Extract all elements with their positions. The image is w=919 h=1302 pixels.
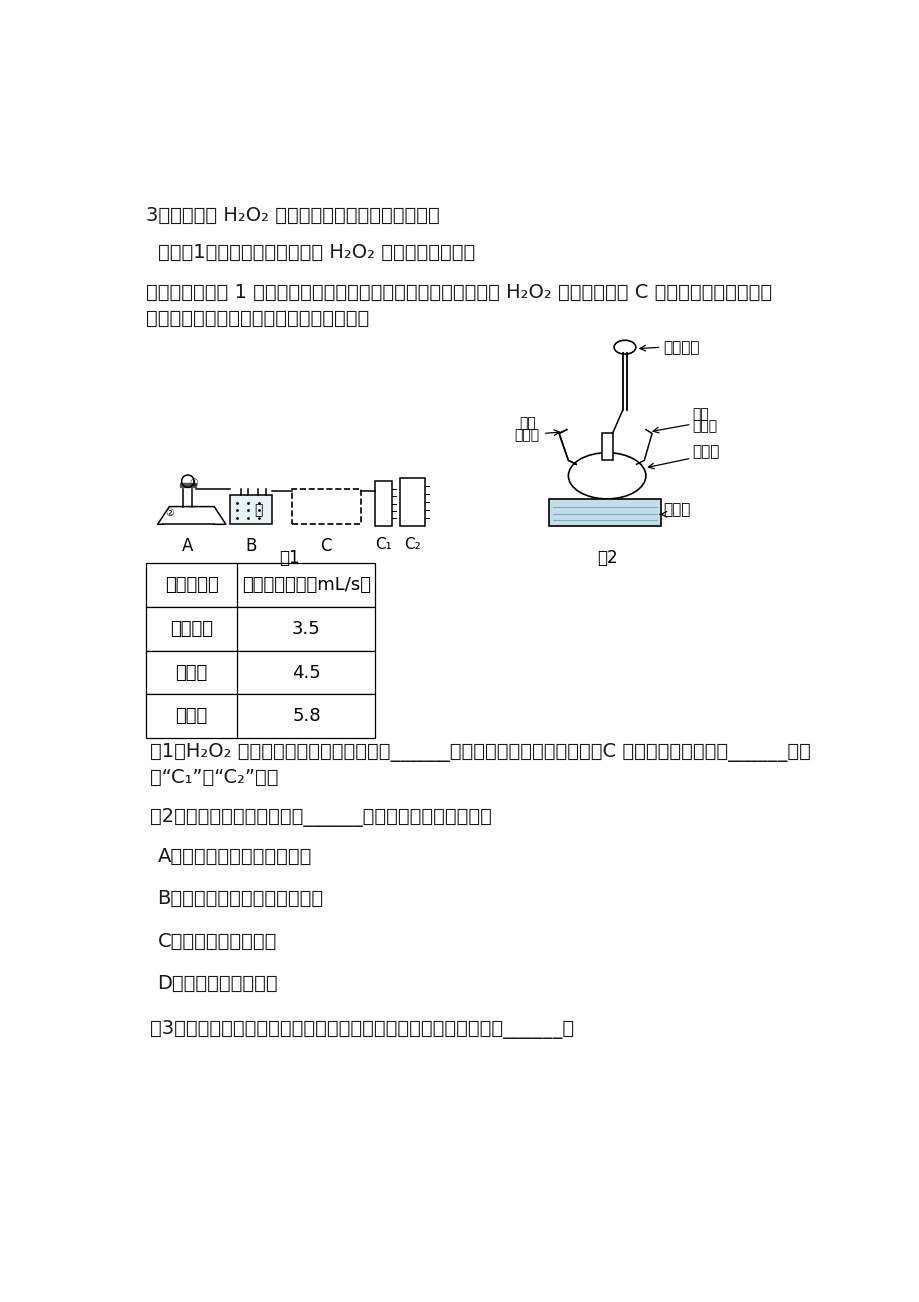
- Text: ①: ①: [188, 478, 198, 488]
- Bar: [400, 478, 425, 526]
- Text: 并测量相关数据，经计算后的数据如下表：: 并测量相关数据，经计算后的数据如下表：: [146, 309, 369, 328]
- Text: 水: 水: [254, 504, 262, 517]
- Text: 傅化剂种类: 傅化剂种类: [165, 575, 219, 594]
- Text: 图2: 图2: [596, 549, 617, 566]
- Text: 水浴池: 水浴池: [663, 503, 690, 517]
- Text: 5.8: 5.8: [292, 707, 321, 725]
- Text: C．产生氧气的总质量: C．产生氧气的总质量: [157, 932, 277, 950]
- Text: C₁: C₁: [374, 538, 391, 552]
- Text: C: C: [320, 538, 331, 556]
- Text: 氧化锐: 氧化锐: [176, 664, 208, 681]
- Text: 活性炭: 活性炭: [176, 707, 208, 725]
- Text: 气压: 气压: [692, 408, 709, 421]
- Text: （探究1）：探究不同傅化剂对 H₂O₂ 分解快慢的影响。: （探究1）：探究不同傅化剂对 H₂O₂ 分解快慢的影响。: [157, 243, 474, 262]
- Text: 恒压漏斗: 恒压漏斗: [663, 340, 698, 354]
- Text: （3）从实验数据可知：相同条件上表中傅化剂的傅化效果最好的是______。: （3）从实验数据可知：相同条件上表中傅化剂的傅化效果最好的是______。: [150, 1021, 573, 1039]
- Text: （1）H₂O₂ 溶液制取氧气的反应方程式是______，为精确测定排出水的体积，C 框内应选用的装置为______（选: （1）H₂O₂ 溶液制取氧气的反应方程式是______，为精确测定排出水的体积，…: [150, 743, 810, 762]
- Text: 3、某小组对 H₂O₂ 溶液制取氧气进行了如下探究：: 3、某小组对 H₂O₂ 溶液制取氧气进行了如下探究：: [146, 206, 439, 225]
- Text: 气体产生速率（mL/s）: 气体产生速率（mL/s）: [242, 575, 370, 594]
- Text: 3.5: 3.5: [291, 620, 321, 638]
- Bar: [180, 483, 196, 487]
- Text: A: A: [182, 538, 193, 556]
- Text: B．产生相同体积氧气所需时间: B．产生相同体积氧气所需时间: [157, 889, 323, 909]
- Text: 4.5: 4.5: [291, 664, 321, 681]
- Bar: [146, 562, 375, 607]
- Text: B: B: [244, 538, 256, 556]
- Text: 该小组采用如图 1 所示装置进行实验，实验选用下表中的傅化剂与 H₂O₂ 溶液反应，在 C 框中连接导管和量筒，: 该小组采用如图 1 所示装置进行实验，实验选用下表中的傅化剂与 H₂O₂ 溶液反…: [146, 284, 771, 302]
- Bar: [146, 607, 375, 651]
- Ellipse shape: [568, 453, 645, 499]
- Text: 二氧化锰: 二氧化锰: [170, 620, 213, 638]
- Text: 温度: 温度: [518, 417, 535, 430]
- Text: 填“C₁”或“C₂”）。: 填“C₁”或“C₂”）。: [150, 768, 278, 786]
- Bar: [146, 694, 375, 738]
- Text: C₂: C₂: [403, 538, 421, 552]
- Bar: [549, 499, 661, 526]
- Bar: [601, 434, 612, 461]
- Text: 三颈瓶: 三颈瓶: [692, 444, 719, 460]
- Bar: [291, 488, 361, 525]
- Text: ②: ②: [165, 508, 174, 518]
- Text: 传感器: 传感器: [514, 428, 539, 443]
- Text: D．产生氧气的总体积: D．产生氧气的总体积: [157, 974, 278, 993]
- Text: A．相同时间产生氧气的体积: A．相同时间产生氧气的体积: [157, 846, 312, 866]
- Text: 图1: 图1: [278, 549, 300, 566]
- Bar: [374, 482, 392, 526]
- Bar: [230, 495, 271, 525]
- Text: 传感器: 传感器: [692, 419, 717, 434]
- Text: （2）实验中，可以通过测定______（选填字母）进行探究。: （2）实验中，可以通过测定______（选填字母）进行探究。: [150, 809, 492, 828]
- Bar: [146, 651, 375, 694]
